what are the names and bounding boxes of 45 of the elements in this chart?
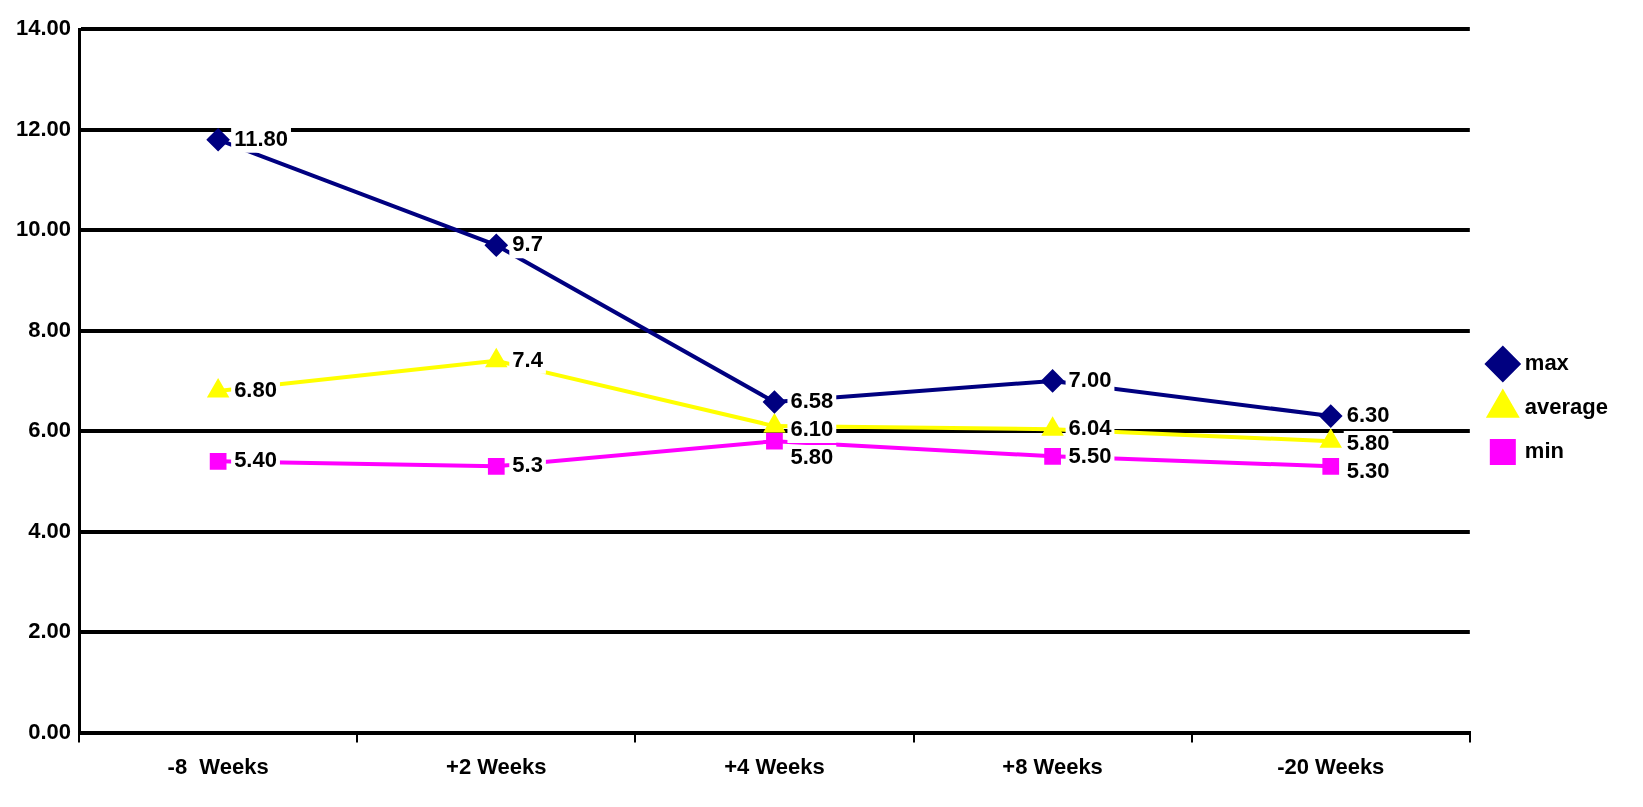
x-tick-label: -8 Weeks bbox=[167, 753, 269, 779]
point bbox=[208, 379, 228, 398]
point bbox=[766, 432, 783, 450]
point bbox=[1042, 418, 1063, 436]
data-label: 6.10 bbox=[790, 416, 834, 442]
data-label: 5.80 bbox=[1346, 430, 1390, 456]
y-tick-label: 8.00 bbox=[28, 316, 72, 342]
y-tick-label: 4.00 bbox=[28, 517, 72, 543]
y-tick-label: 6.00 bbox=[28, 417, 72, 443]
point bbox=[1320, 430, 1341, 448]
data-label: 6.80 bbox=[234, 377, 277, 403]
point bbox=[1319, 405, 1342, 428]
legend-label: min bbox=[1524, 438, 1564, 464]
x-tick-label: -20 Weeks bbox=[1277, 753, 1385, 779]
legend-label: max bbox=[1524, 350, 1570, 376]
data-label: 6.30 bbox=[1346, 402, 1390, 428]
point bbox=[764, 415, 785, 433]
data-label: 5.80 bbox=[790, 444, 834, 470]
data-label: 5.40 bbox=[234, 447, 277, 473]
data-label: 6.04 bbox=[1068, 415, 1113, 441]
data-label: 5.3 bbox=[512, 452, 543, 478]
data-label: 5.50 bbox=[1068, 443, 1112, 469]
x-tick-label: +4 Weeks bbox=[724, 753, 825, 779]
y-tick-label: 2.00 bbox=[28, 618, 72, 644]
point bbox=[1044, 447, 1061, 465]
point bbox=[207, 128, 230, 151]
y-tick-label: 14.00 bbox=[15, 15, 72, 41]
point bbox=[487, 457, 505, 475]
data-label: 11.80 bbox=[234, 125, 288, 151]
data-label: 7.4 bbox=[512, 346, 544, 372]
legend-label: average bbox=[1524, 394, 1609, 420]
y-tick-label: 0.00 bbox=[28, 718, 72, 744]
point bbox=[1322, 457, 1340, 475]
point bbox=[485, 234, 508, 257]
data-label: 6.58 bbox=[790, 388, 834, 414]
data-label: 5.30 bbox=[1346, 458, 1390, 484]
y-tick-label: 12.00 bbox=[15, 115, 72, 141]
x-tick-label: +8 Weeks bbox=[1002, 753, 1103, 779]
x-tick-label: +2 Weeks bbox=[446, 753, 547, 779]
point bbox=[209, 452, 227, 470]
data-label: 7.00 bbox=[1068, 366, 1112, 392]
point bbox=[1041, 369, 1064, 392]
data-label: 9.7 bbox=[512, 231, 543, 257]
point bbox=[763, 391, 786, 413]
y-tick-label: 10.00 bbox=[15, 216, 72, 242]
